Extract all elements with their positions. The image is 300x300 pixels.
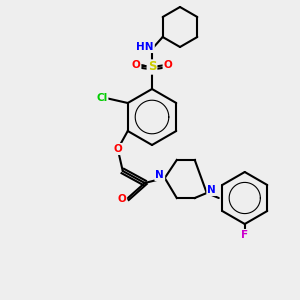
Text: Cl: Cl <box>96 93 107 103</box>
Text: S: S <box>148 61 156 74</box>
Text: O: O <box>117 194 126 204</box>
Text: N: N <box>155 170 164 180</box>
Text: O: O <box>164 60 172 70</box>
Text: O: O <box>132 60 140 70</box>
Text: N: N <box>207 185 216 195</box>
Text: HN: HN <box>136 42 154 52</box>
Text: F: F <box>241 230 248 240</box>
Text: O: O <box>113 144 122 154</box>
